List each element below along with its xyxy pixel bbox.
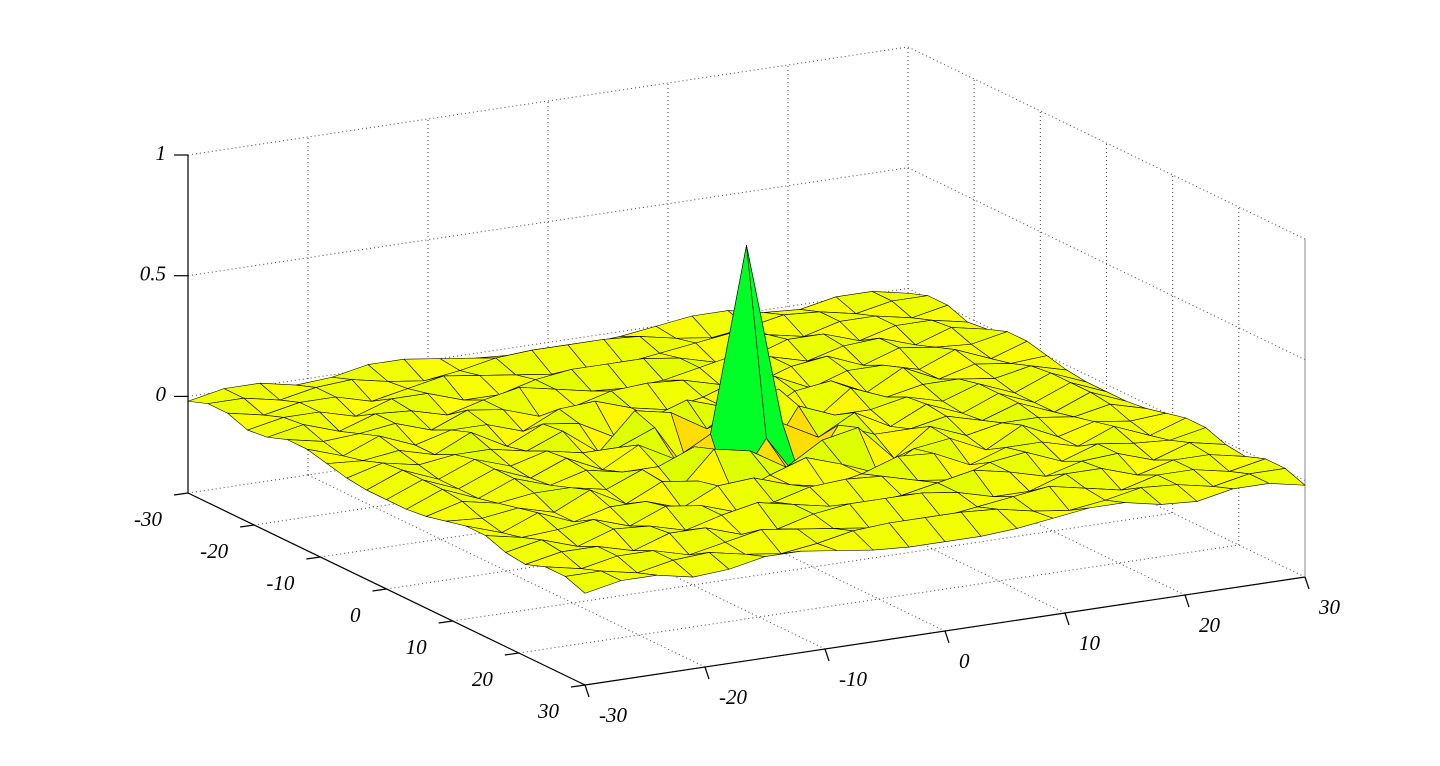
y-tick: [438, 620, 453, 624]
x-tick: [704, 666, 710, 680]
x-tick: [584, 684, 590, 698]
grid-line: [187, 287, 909, 397]
x-tick: [1064, 612, 1070, 626]
x-tick-label: 30: [1318, 595, 1341, 619]
y-tick: [372, 588, 387, 592]
grid-line: [452, 512, 1173, 622]
y-tick-label: 10: [406, 635, 428, 659]
y-tick: [570, 684, 586, 688]
z-tick-label: 1: [156, 141, 167, 165]
grid-line: [907, 287, 1306, 481]
y-tick: [306, 556, 321, 560]
y-tick-label: -20: [200, 539, 228, 563]
grid-line: [907, 46, 1306, 240]
x-tick-label: 10: [1079, 631, 1101, 655]
grid-line: [187, 167, 909, 277]
z-tick-label: 0: [156, 382, 167, 406]
x-tick: [824, 648, 830, 662]
x-tick: [1184, 594, 1190, 608]
y-tick: [504, 652, 519, 656]
grid-line: [307, 474, 706, 668]
z-tick-label: 0.5: [140, 262, 166, 286]
surface-face: [564, 570, 622, 594]
grid-line: [518, 544, 1239, 654]
y-tick-label: 20: [472, 667, 494, 691]
y-tick-label: -10: [266, 571, 294, 595]
grid-line: [907, 167, 1306, 361]
x-tick-label: 0: [959, 649, 970, 673]
y-tick-label: -30: [134, 507, 162, 531]
y-tick-label: 30: [537, 699, 560, 723]
x-tick-label: -10: [839, 667, 867, 691]
y-tick: [173, 492, 189, 496]
y-tick-label: 0: [350, 603, 361, 627]
x-tick: [944, 630, 950, 644]
x-tick-label: -30: [599, 703, 627, 727]
x-tick-label: 20: [1199, 613, 1221, 637]
grid-line: [187, 46, 909, 156]
x-tick: [1304, 576, 1310, 590]
x-tick-label: -20: [719, 685, 747, 709]
y-tick: [240, 524, 255, 528]
